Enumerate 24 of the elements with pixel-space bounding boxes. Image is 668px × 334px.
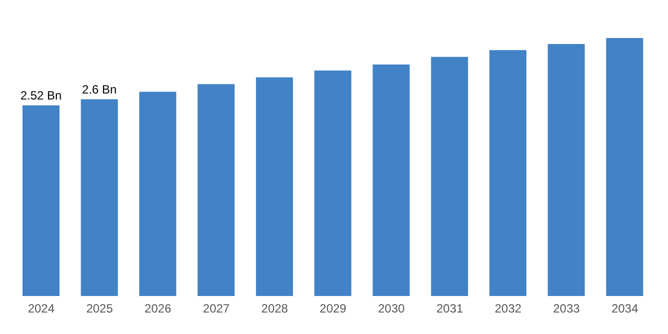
bar xyxy=(314,70,352,296)
bar xyxy=(606,38,644,296)
x-tick-label: 2033 xyxy=(553,302,580,316)
bar xyxy=(139,92,176,296)
bar xyxy=(548,44,585,296)
bar xyxy=(372,64,410,296)
x-tick-label: 2031 xyxy=(436,302,464,316)
data-label: 2.52 Bn xyxy=(20,88,62,102)
x-tick-label: 2026 xyxy=(144,302,172,316)
bar xyxy=(198,84,235,296)
bar xyxy=(431,56,468,296)
x-tick-label: 2030 xyxy=(378,302,406,316)
x-tick-label: 2032 xyxy=(494,302,522,316)
bar xyxy=(80,99,118,296)
bar xyxy=(256,77,293,296)
x-tick-label: 2029 xyxy=(320,302,347,316)
data-label: 2.6 Bn xyxy=(82,82,117,96)
x-tick-label: 2034 xyxy=(611,302,638,316)
x-tick-label: 2025 xyxy=(86,302,114,316)
x-tick-label: 2027 xyxy=(202,302,230,316)
x-tick-label: 2028 xyxy=(261,302,288,316)
bar xyxy=(22,105,60,296)
x-tick-label: 2024 xyxy=(28,302,55,316)
bar xyxy=(489,50,526,296)
